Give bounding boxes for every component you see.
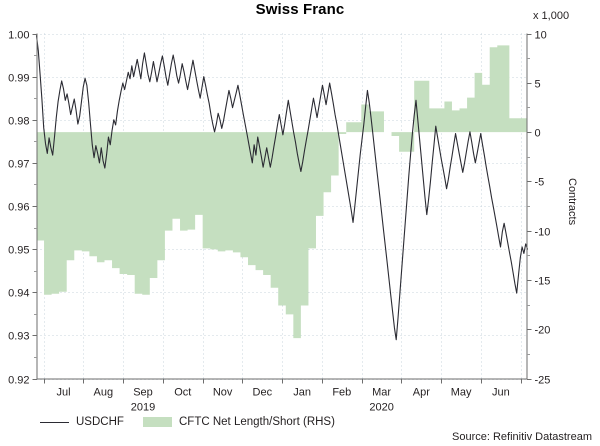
left-axis-tick-label: 0.95 bbox=[8, 245, 29, 257]
left-axis-tick-label: 0.98 bbox=[8, 116, 29, 128]
source-note: Source: Refinitiv Datastream bbox=[452, 431, 592, 443]
right-axis-unit-label: x 1,000 bbox=[533, 10, 570, 22]
left-axis-tick-label: 0.99 bbox=[8, 73, 29, 85]
legend-item-usdchf: USDCHF bbox=[40, 416, 124, 428]
x-axis-year-label: 2020 bbox=[369, 402, 393, 414]
series-line-usdchf bbox=[35, 35, 529, 341]
left-axis-tick-label: 0.96 bbox=[8, 202, 29, 214]
right-axis-tick-label: 10 bbox=[535, 30, 547, 42]
x-axis-month-label: Jul bbox=[56, 387, 70, 399]
x-axis-month-label: Dec bbox=[253, 387, 273, 399]
legend-item-cftc: CFTC Net Length/Short (RHS) bbox=[143, 416, 335, 428]
x-axis-month-label: Mar bbox=[372, 387, 391, 399]
left-axis-tick-label: 0.94 bbox=[8, 288, 29, 300]
tick-labels: 0.92 0.93 0.94 0.95 0.96 0.97 0.98 0.99 1.00 -25 -… bbox=[8, 30, 550, 414]
legend-area-swatch-icon bbox=[143, 417, 172, 427]
x-axis-month-label: Apr bbox=[413, 387, 430, 399]
x-axis-month-label: Feb bbox=[332, 387, 351, 399]
right-axis-tick-label: -20 bbox=[535, 325, 551, 337]
x-axis-month-label: Nov bbox=[213, 387, 233, 399]
legend: USDCHF CFTC Net Length/Short (RHS) bbox=[0, 416, 600, 434]
left-axis-tick-label: 0.93 bbox=[8, 331, 29, 343]
right-axis-tick-label: -25 bbox=[535, 375, 551, 387]
right-axis-tick-label: 0 bbox=[535, 128, 541, 140]
right-axis-tick-label: -10 bbox=[535, 227, 551, 239]
right-axis-tick-label: 5 bbox=[535, 79, 541, 91]
x-axis-month-label: Jun bbox=[492, 387, 510, 399]
x-axis-month-label: Sep bbox=[133, 387, 153, 399]
right-axis-tick-label: -5 bbox=[535, 177, 545, 189]
x-axis-month-label: Aug bbox=[94, 387, 114, 399]
left-axis-tick-label: 0.97 bbox=[8, 159, 29, 171]
right-axis-tick-label: -15 bbox=[535, 276, 551, 288]
chart-title: Swiss Franc bbox=[255, 1, 345, 18]
x-axis-month-label: Jan bbox=[293, 387, 311, 399]
x-axis-month-label: Oct bbox=[174, 387, 191, 399]
x-axis-month-label: May bbox=[451, 387, 472, 399]
series-area-cftc-net-length-short bbox=[36, 45, 528, 339]
left-axis-tick-label: 1.00 bbox=[8, 30, 29, 42]
left-axis-tick-label: 0.92 bbox=[8, 375, 29, 387]
legend-line-swatch-icon bbox=[40, 421, 69, 423]
legend-label-usdchf: USDCHF bbox=[76, 416, 124, 428]
x-axis-year-label: 2019 bbox=[131, 402, 155, 414]
axes bbox=[32, 33, 532, 384]
legend-label-cftc: CFTC Net Length/Short (RHS) bbox=[179, 416, 335, 428]
